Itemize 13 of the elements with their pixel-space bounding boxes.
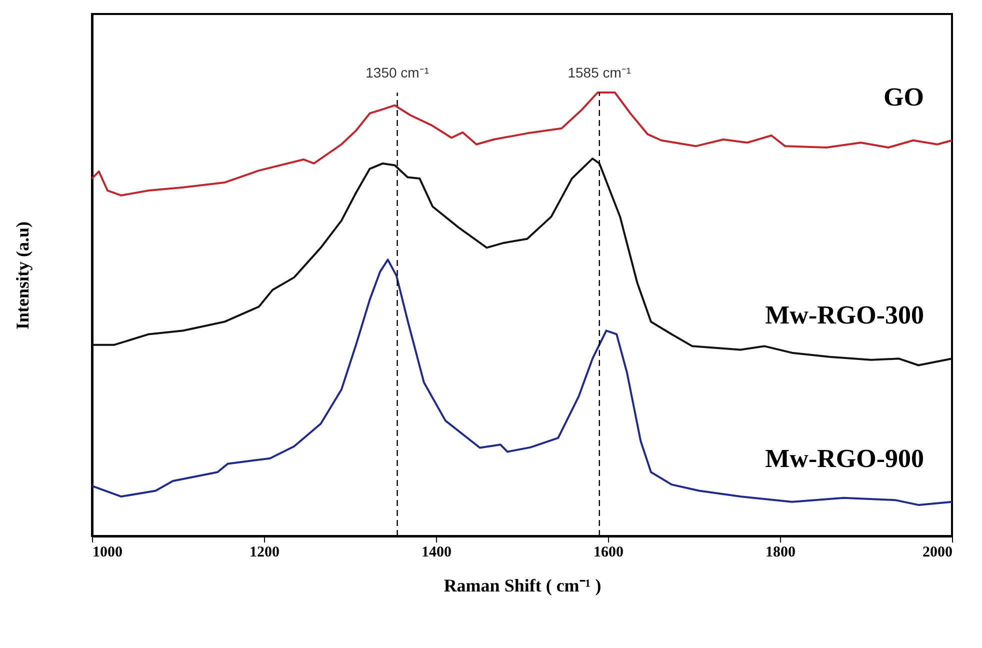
y-axis-title: Intensity (a.u) [12, 221, 32, 330]
ref-line-label: 1585 cm⁻¹ [568, 64, 632, 80]
ref-line-label: 1350 cm⁻¹ [366, 64, 430, 80]
x-tick-label: 2000 [922, 544, 952, 560]
series-label: Mw-RGO-300 [765, 300, 924, 330]
x-axis-title: Raman Shift ( cm⁻¹ ) [444, 576, 602, 596]
x-tick-label: 1200 [250, 544, 280, 560]
series-label: GO [884, 82, 924, 112]
series-label: Mw-RGO-900 [765, 444, 924, 473]
x-tick-label: 1800 [766, 544, 796, 560]
x-tick-label: 1000 [92, 544, 122, 560]
x-tick-label: 1600 [594, 544, 624, 560]
x-tick-label: 1400 [422, 544, 452, 560]
